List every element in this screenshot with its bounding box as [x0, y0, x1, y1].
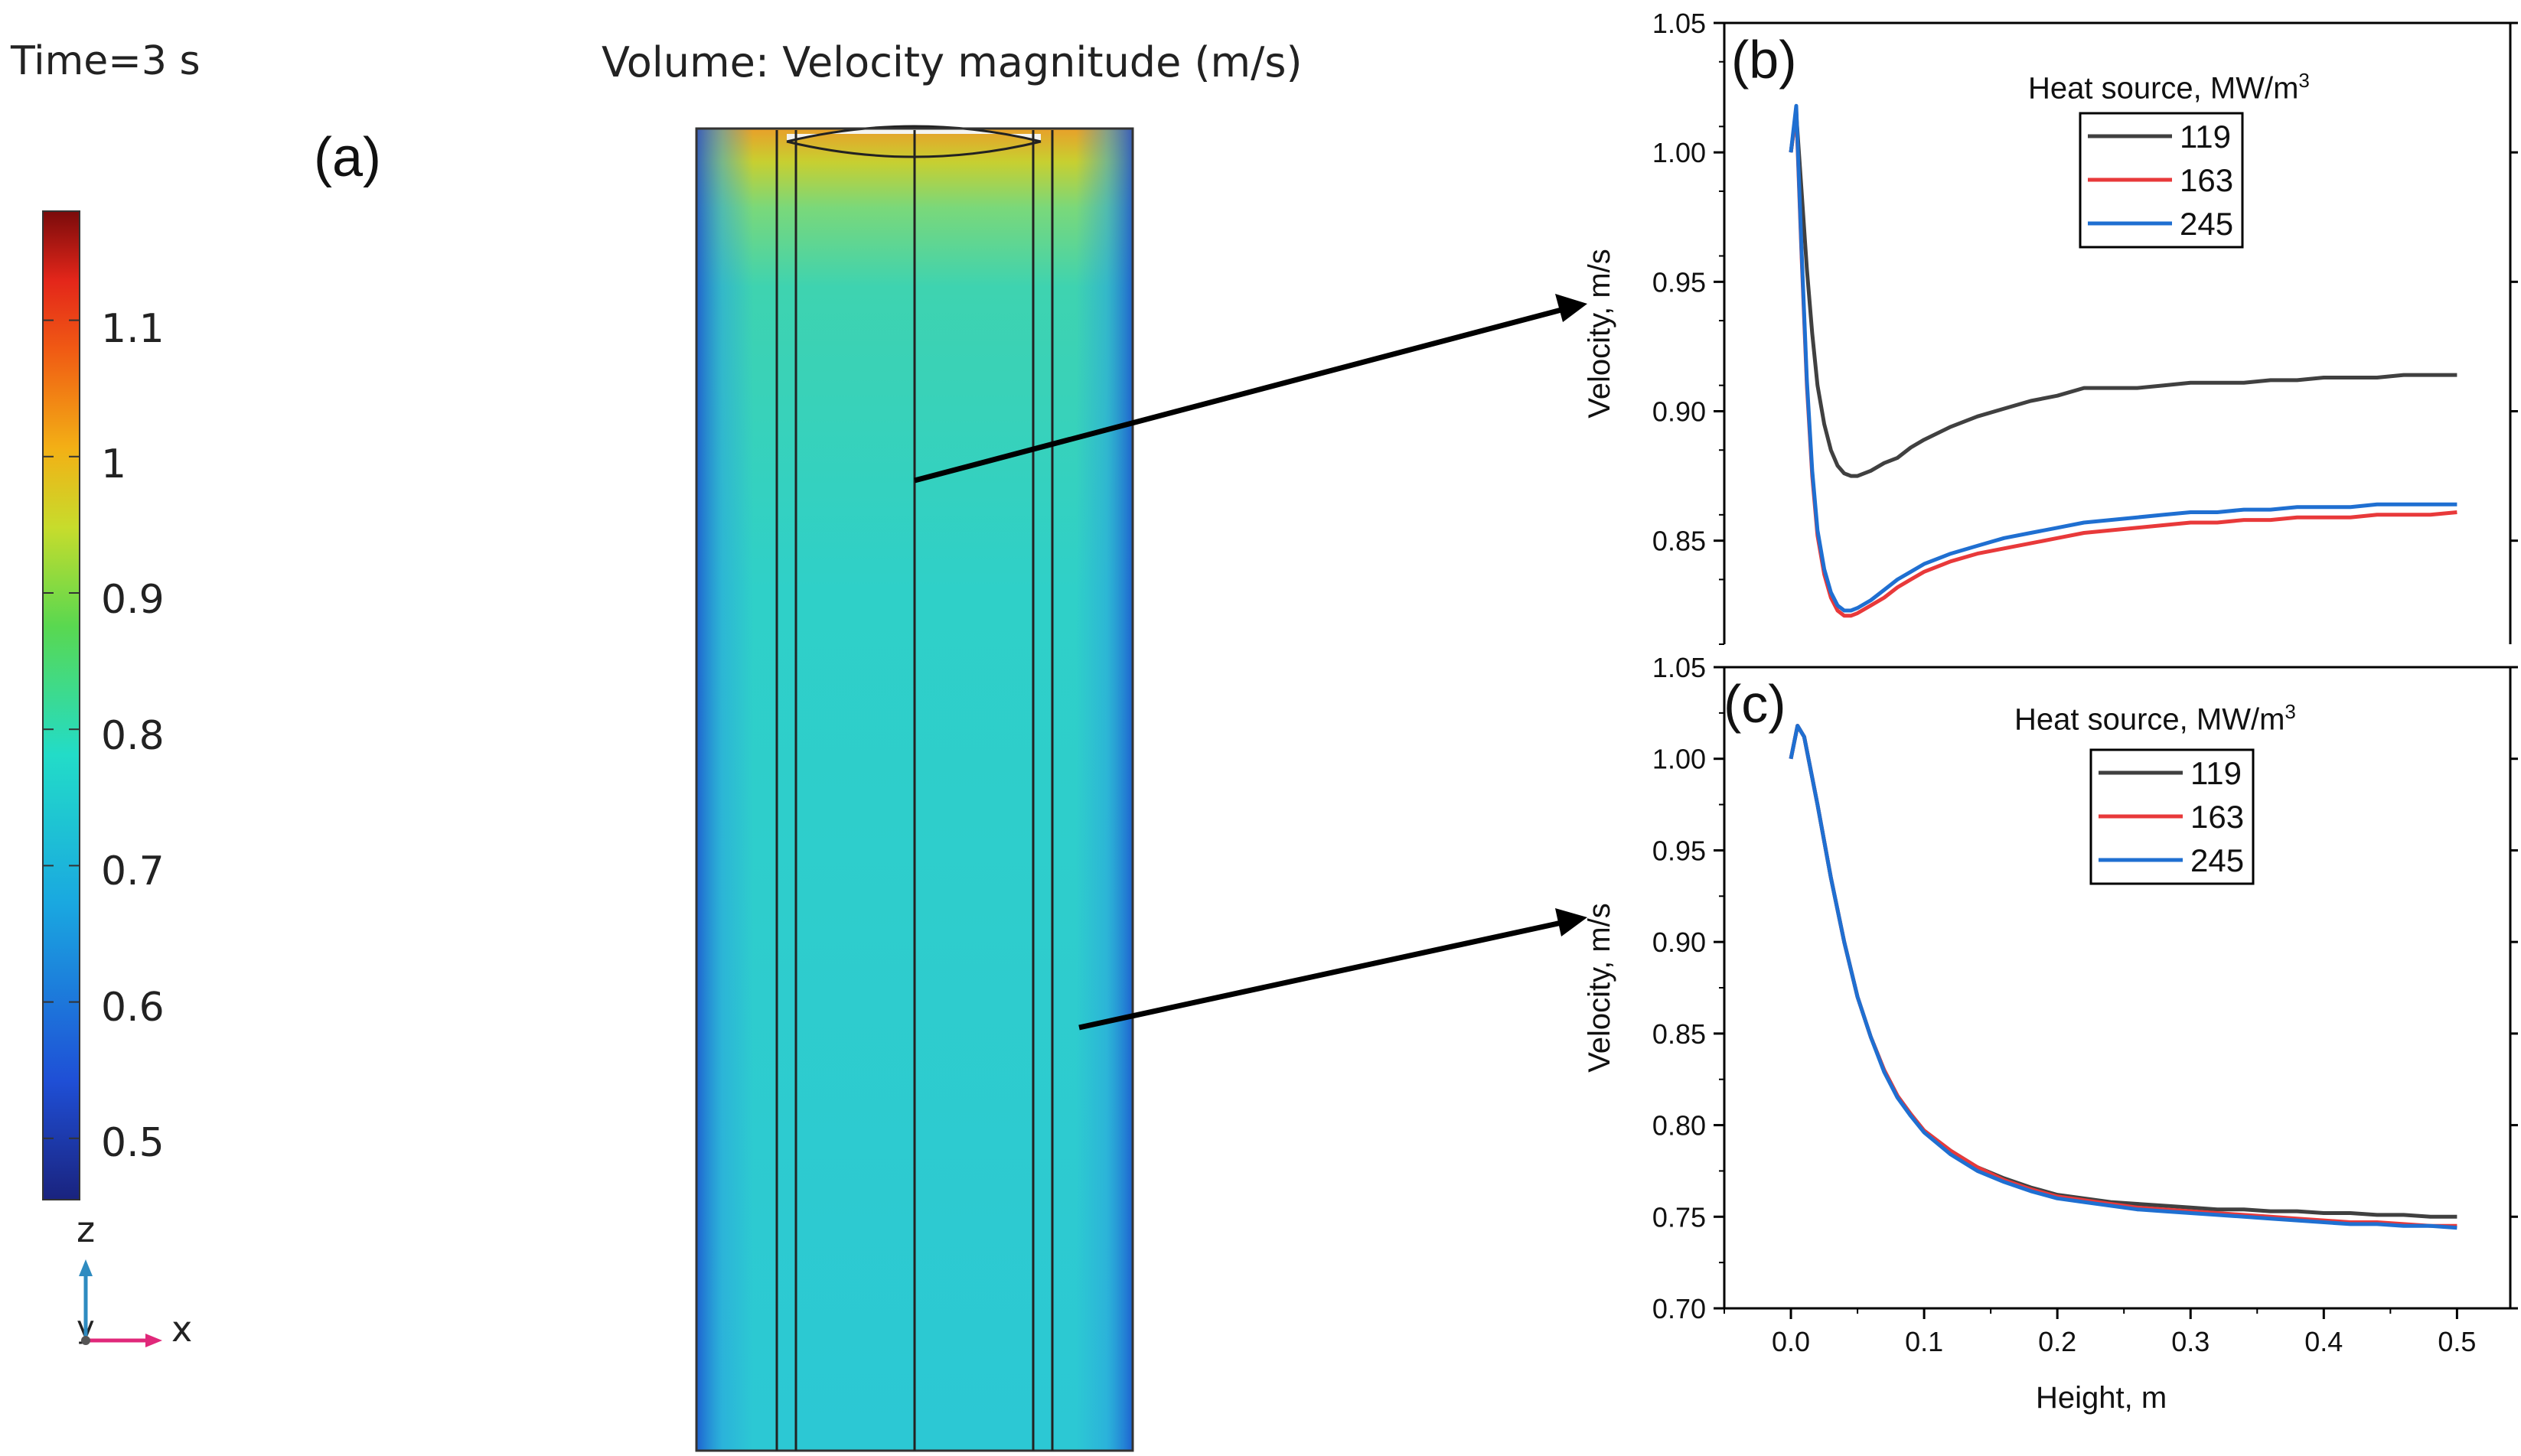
colorbar-tick-label: 0.7	[101, 849, 165, 894]
panel-label-a: (a)	[314, 127, 381, 188]
x-tick-label: 0.1	[1905, 1326, 1943, 1357]
panel-label-c: (c)	[1724, 674, 1786, 734]
axis-triad	[79, 1259, 162, 1347]
x-tick-label: 0.4	[2304, 1326, 2343, 1357]
y-tick-label: 1.00	[1652, 137, 1706, 168]
legend-label-163: 163	[2180, 162, 2233, 198]
x-tick-label: 0.0	[1772, 1326, 1810, 1357]
volume-title: Volume: Velocity magnitude (m/s)	[602, 38, 1303, 86]
chart-c: 0.70 0.75 0.80 0.85 0.90 0.95 1.00 1.05 0.0 0.1 0.…	[1583, 652, 2518, 1357]
time-label: Time=3 s	[11, 38, 201, 84]
y-axis-label: Velocity, m/s	[1583, 903, 1616, 1073]
colorbar-tick-label: 1.1	[101, 306, 165, 352]
series-line-245	[1789, 103, 2457, 613]
y-tick-label: 1.00	[1652, 744, 1706, 775]
x-tick-label: 0.3	[2171, 1326, 2210, 1357]
axis-x-label: x	[171, 1308, 193, 1350]
arrow-to-c	[1078, 908, 1587, 1031]
colorbar-tick-label: 0.8	[101, 713, 165, 759]
x-tick-label: 0.2	[2038, 1326, 2076, 1357]
colorbar	[42, 210, 80, 1200]
colorbar-tick-label: 0.6	[101, 985, 165, 1031]
xaxis-label-c: Height, m	[2036, 1381, 2167, 1415]
y-tick-label: 1.05	[1652, 652, 1706, 683]
y-tick-label: 0.95	[1652, 266, 1706, 298]
legend-label-245: 245	[2190, 842, 2244, 878]
legend-label-119: 119	[2190, 755, 2242, 791]
y-tick-label: 0.75	[1652, 1201, 1706, 1233]
colorbar-ticks	[43, 319, 80, 1139]
y-tick-label: 0.90	[1652, 927, 1706, 958]
y-tick-label: 0.70	[1652, 1293, 1706, 1324]
y-tick-label: 0.85	[1652, 1018, 1706, 1050]
panel-label-b: (b)	[1731, 30, 1797, 90]
y-tick-label: 0.80	[1652, 1110, 1706, 1142]
velocity-cylinder	[695, 125, 1134, 1452]
y-tick-label: 0.90	[1652, 396, 1706, 428]
legend-label-245: 245	[2180, 206, 2233, 242]
series-line-119	[1789, 111, 2457, 478]
y-axis-label: Velocity, m/s	[1583, 249, 1616, 419]
y-tick-label: 0.85	[1652, 526, 1706, 557]
legend-title-c: Heat source, MW/m3	[2014, 700, 2296, 737]
legend-label-119: 119	[2180, 119, 2231, 155]
chart-b: 0.85 0.90 0.95 1.00 1.05 Velocity, m/s 119 163 2…	[1583, 8, 2518, 645]
legend-label-163: 163	[2190, 799, 2244, 835]
x-tick-label: 0.5	[2438, 1326, 2476, 1357]
y-tick-label: 1.05	[1652, 8, 1706, 39]
colorbar-tick-label: 0.9	[101, 577, 165, 623]
colorbar-tick-label: 0.5	[101, 1120, 165, 1166]
arrow-to-b	[914, 294, 1587, 484]
legend-title-b: Heat source, MW/m3	[2028, 69, 2310, 106]
colorbar-tick-label: 1	[101, 441, 127, 487]
series-line-245	[1789, 724, 2457, 1230]
axis-z-label: z	[77, 1209, 96, 1250]
y-tick-label: 0.95	[1652, 835, 1706, 866]
